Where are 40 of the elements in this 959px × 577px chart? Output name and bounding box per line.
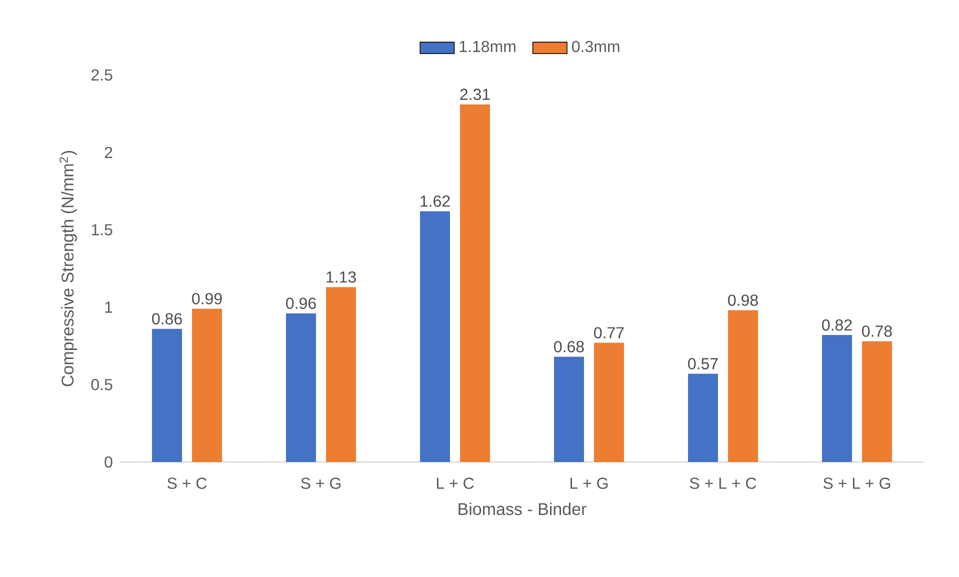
data-label: 2.31 <box>460 88 490 100</box>
legend-label: 0.3mm <box>572 40 620 52</box>
bar <box>286 313 316 462</box>
x-tick-label: L + G <box>570 478 608 489</box>
bar <box>862 341 892 462</box>
x-tick-label: S + C <box>167 478 207 489</box>
data-label: 0.82 <box>822 319 852 331</box>
bar <box>728 310 758 462</box>
data-label: 0.78 <box>862 326 892 337</box>
x-tick-label: S + G <box>301 478 340 489</box>
data-label: 0.86 <box>152 313 182 324</box>
data-label: 1.13 <box>326 271 356 283</box>
data-label: 0.77 <box>594 327 624 338</box>
bar <box>192 308 222 462</box>
data-label: 1.62 <box>420 195 450 207</box>
x-tick-label: S + L + C <box>690 478 756 489</box>
y-tick-label: 2.5 <box>92 69 112 81</box>
x-tick-label: S + L + G <box>823 478 890 489</box>
bar <box>420 211 450 462</box>
bar <box>822 335 852 462</box>
y-tick-label: 1.5 <box>92 224 112 236</box>
x-axis-title: Biomass - Binder <box>458 502 586 516</box>
y-axis-title: Compressive Strength (N/mm$^{2}$) <box>59 150 77 386</box>
data-label: 0.96 <box>286 298 316 309</box>
y-tick-label: 0 <box>104 456 112 468</box>
bar <box>152 328 182 462</box>
y-tick-label: 0.5 <box>91 378 112 390</box>
legend-label: 1.18mm <box>460 40 516 52</box>
y-tick-label: 1 <box>105 302 112 313</box>
x-tick-label: L + C <box>436 478 474 489</box>
data-label: 0.68 <box>554 341 584 352</box>
data-label: 0.57 <box>688 358 718 370</box>
data-label: 0.99 <box>192 293 222 304</box>
bar <box>554 356 584 462</box>
bar <box>326 287 356 462</box>
y-tick-label: 2 <box>104 146 112 158</box>
bar <box>460 104 490 462</box>
bar <box>688 374 718 462</box>
bar <box>594 342 624 462</box>
data-label: 0.98 <box>728 294 758 306</box>
